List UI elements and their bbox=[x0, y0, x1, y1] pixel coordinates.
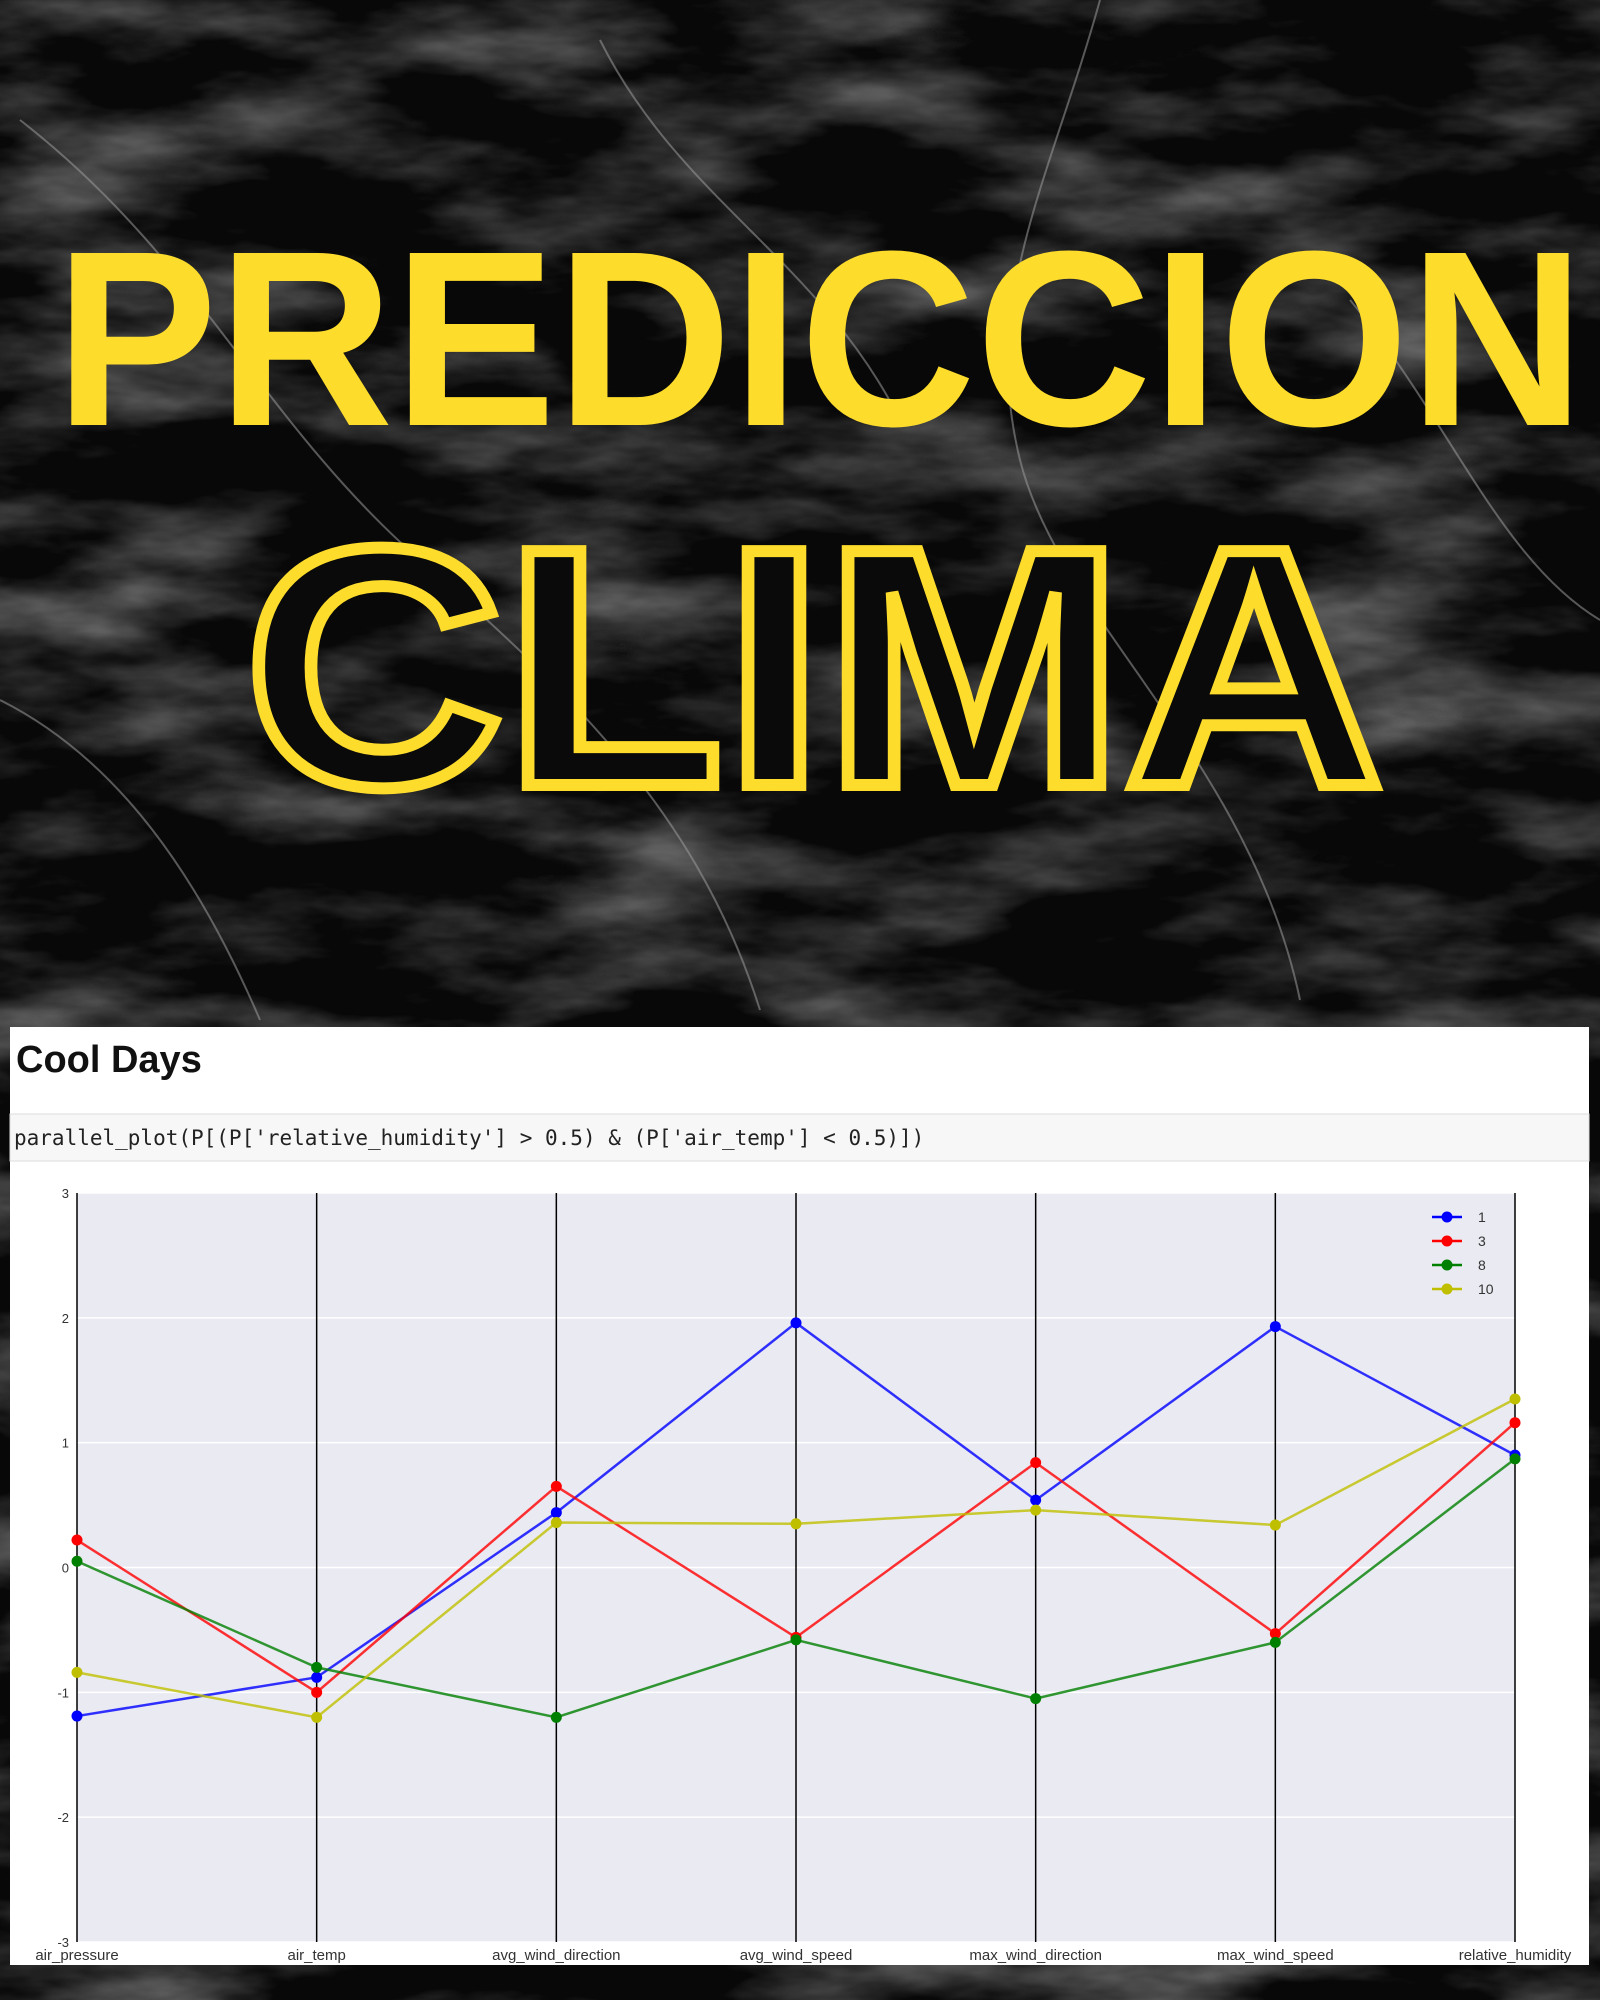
point bbox=[1030, 1457, 1042, 1469]
point bbox=[71, 1666, 83, 1678]
point bbox=[71, 1710, 83, 1722]
legend-label: 10 bbox=[1478, 1281, 1494, 1297]
y-tick-label: 3 bbox=[62, 1186, 69, 1201]
point bbox=[1269, 1636, 1281, 1648]
x-tick-label: avg_wind_direction bbox=[492, 1947, 620, 1964]
point bbox=[1269, 1628, 1281, 1640]
code-line: parallel_plot(P[(P['relative_humidity'] … bbox=[14, 1126, 924, 1150]
legend-label: 8 bbox=[1478, 1257, 1486, 1273]
point bbox=[311, 1661, 323, 1673]
x-tick-label: air_pressure bbox=[35, 1947, 118, 1964]
plot: -3 -2 -1 0 1 2 3 air_pressure air_temp avg_wind_d… bbox=[35, 1186, 1571, 1964]
y-tick-label: 2 bbox=[62, 1311, 69, 1326]
point bbox=[311, 1686, 323, 1698]
x-tick-label: avg_wind_speed bbox=[740, 1947, 853, 1964]
legend-marker bbox=[1441, 1235, 1453, 1247]
legend-label: 3 bbox=[1478, 1233, 1486, 1249]
x-tick-label: max_wind_direction bbox=[969, 1947, 1102, 1964]
point bbox=[1030, 1494, 1042, 1506]
point bbox=[1509, 1453, 1521, 1465]
point bbox=[1269, 1519, 1281, 1531]
point bbox=[790, 1634, 802, 1646]
point bbox=[1509, 1393, 1521, 1405]
y-tick-label: 0 bbox=[62, 1561, 69, 1576]
x-tick-label: relative_humidity bbox=[1459, 1947, 1572, 1964]
point bbox=[550, 1517, 562, 1529]
point bbox=[550, 1480, 562, 1492]
y-tick-label: -2 bbox=[57, 1810, 69, 1825]
poster-subtitle: CLIMA bbox=[244, 478, 1384, 858]
point bbox=[1269, 1321, 1281, 1333]
poster-title: PREDICCION bbox=[55, 199, 1585, 478]
point bbox=[311, 1671, 323, 1683]
x-tick-label: max_wind_speed bbox=[1217, 1947, 1334, 1964]
y-tick-label: -3 bbox=[57, 1935, 69, 1950]
y-tick-label: 1 bbox=[62, 1436, 69, 1451]
point bbox=[790, 1317, 802, 1329]
legend-marker bbox=[1441, 1283, 1453, 1295]
y-tick-label: -1 bbox=[57, 1685, 69, 1700]
code-cell bbox=[9, 1113, 1590, 1162]
point bbox=[1030, 1504, 1042, 1516]
point bbox=[1509, 1417, 1521, 1429]
point bbox=[1030, 1693, 1042, 1705]
point bbox=[71, 1534, 83, 1546]
legend-marker bbox=[1441, 1259, 1453, 1271]
marble-veins bbox=[0, 0, 1600, 1021]
point bbox=[550, 1711, 562, 1723]
x-tick-label: air_temp bbox=[287, 1947, 345, 1964]
point bbox=[71, 1555, 83, 1567]
panel-heading: Cool Days bbox=[16, 1039, 202, 1081]
legend-label: 1 bbox=[1478, 1209, 1486, 1225]
point bbox=[550, 1507, 562, 1519]
point bbox=[311, 1711, 323, 1723]
point bbox=[790, 1518, 802, 1530]
legend-marker bbox=[1441, 1211, 1453, 1223]
